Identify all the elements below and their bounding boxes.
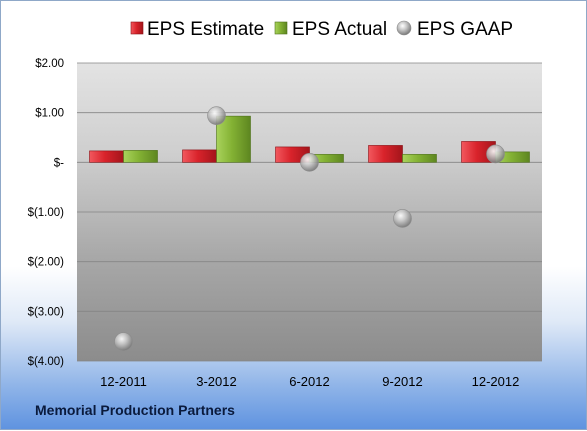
eps-gaap-point: [393, 209, 412, 228]
eps-gaap-point: [114, 332, 133, 351]
x-tick-label: 6-2012: [289, 374, 329, 389]
legend: EPS Estimate EPS Actual EPS GAAP: [130, 19, 513, 40]
y-tick-label: $1.00: [35, 108, 64, 120]
legend-label-eps-estimate: EPS Estimate: [147, 19, 264, 40]
legend-label-eps-actual: EPS Actual: [292, 19, 387, 40]
x-tick-label: 9-2012: [382, 374, 422, 389]
eps-gaap-point: [486, 144, 505, 164]
y-tick-label: $(3.00): [28, 306, 65, 318]
eps-gaap-point: [207, 106, 226, 125]
eps-actual-bar: [123, 150, 158, 163]
company-name: Memorial Production Partners: [35, 402, 235, 418]
y-tick-label: $2.00: [35, 58, 64, 70]
eps-estimate-bar: [368, 145, 403, 163]
legend-item-eps-estimate: EPS Estimate: [130, 19, 264, 40]
gaap-points: [114, 106, 505, 351]
legend-swatch-eps-actual: [274, 21, 288, 35]
x-tick-label: 12-2012: [472, 374, 520, 389]
legend-item-eps-gaap: EPS GAAP: [396, 19, 513, 40]
legend-swatch-eps-gaap: [396, 20, 412, 36]
legend-label-eps-gaap: EPS GAAP: [417, 19, 513, 40]
y-tick-label: $(1.00): [28, 207, 65, 219]
eps-actual-bar: [216, 115, 251, 163]
y-tick-label: $-: [54, 157, 64, 169]
y-tick-label: $(4.00): [28, 356, 65, 368]
x-axis-ticks: 12-2011 3-2012 6-2012 9-2012 12-2012: [100, 374, 519, 389]
x-tick-label: 12-2011: [100, 374, 147, 389]
legend-swatch-eps-estimate: [130, 21, 144, 35]
legend-item-eps-actual: EPS Actual: [274, 19, 387, 40]
y-axis-ticks: $2.00 $1.00 $- $(1.00) $(2.00) $(3.00) $(4.00): [28, 58, 65, 368]
eps-estimate-bar: [89, 150, 124, 163]
eps-actual-bar: [402, 154, 437, 163]
y-tick-label: $(2.00): [28, 257, 65, 269]
eps-gaap-point: [300, 153, 319, 172]
x-tick-label: 3-2012: [196, 374, 236, 389]
eps-estimate-bar: [182, 149, 217, 163]
